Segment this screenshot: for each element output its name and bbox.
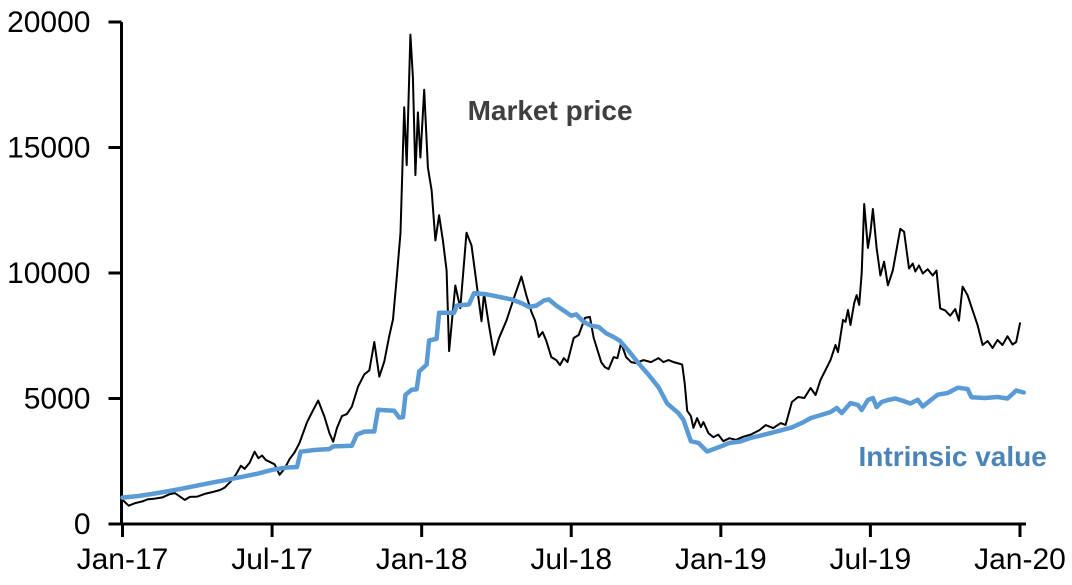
- x-axis-tick-label: Jul-18: [530, 543, 612, 576]
- market-price-label: Market price: [468, 95, 633, 126]
- x-axis-tick-label: Jan-18: [376, 543, 468, 576]
- y-axis-tick-label: 15000: [7, 132, 90, 165]
- market-price-line: [121, 33, 1021, 507]
- x-axis-tick-label: Jul-17: [231, 543, 313, 576]
- x-axis-tick-label: Jan-19: [675, 543, 767, 576]
- intrinsic-value-line: [120, 290, 1026, 500]
- y-axis-tick-label: 0: [74, 508, 91, 541]
- x-axis-tick-label: Jan-20: [974, 543, 1066, 576]
- x-axis-tick-label: Jul-19: [830, 543, 912, 576]
- y-axis-tick-label: 20000: [7, 6, 90, 39]
- y-axis-tick-label: 5000: [24, 383, 91, 416]
- x-axis-tick-label: Jan-17: [77, 543, 169, 576]
- intrinsic-value-label: Intrinsic value: [859, 441, 1047, 472]
- y-axis-tick-label: 10000: [7, 257, 90, 290]
